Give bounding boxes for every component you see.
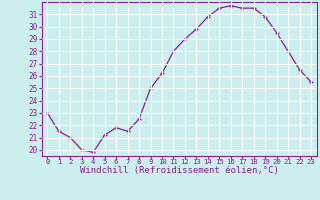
X-axis label: Windchill (Refroidissement éolien,°C): Windchill (Refroidissement éolien,°C): [80, 166, 279, 175]
